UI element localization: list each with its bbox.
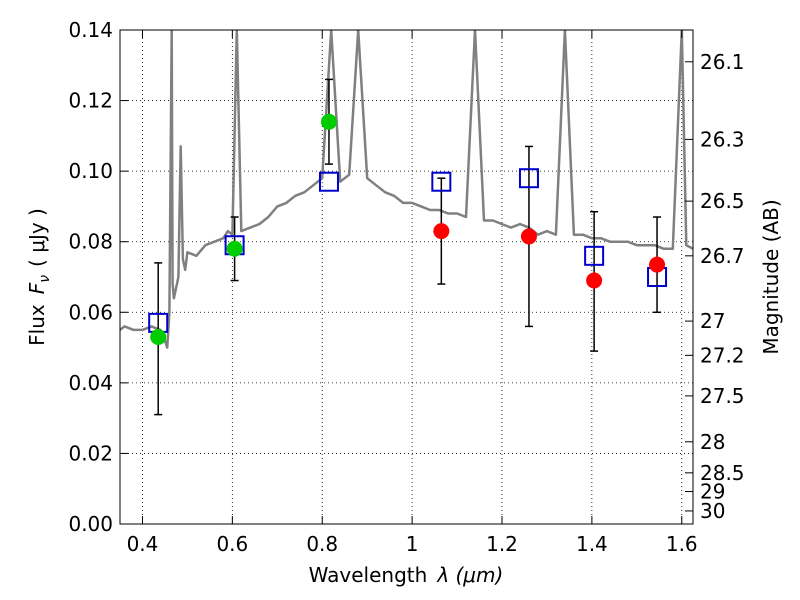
y2-tick-label: 28.5 [700, 461, 745, 485]
x-tick-label: 1.6 [666, 532, 698, 556]
y2-tick-label: 29 [700, 480, 725, 504]
observed-point-marker [226, 240, 243, 257]
observed-point-marker [150, 328, 167, 345]
plot-area [120, 30, 693, 416]
x-axis: 0.4 0.6 0.8 1 1.2 1.4 1.6 [127, 30, 698, 556]
model-square-marker [518, 168, 539, 189]
y2-tick-label: 27.2 [700, 343, 745, 367]
model-square-marker [584, 245, 605, 266]
x-axis-label-math: λ (μm) [436, 563, 503, 587]
y2-tick-label: 26.1 [700, 50, 745, 74]
y2-tick-label: 26.3 [700, 127, 745, 151]
model-square-marker [431, 171, 452, 192]
x-tick-label: 0.8 [306, 532, 338, 556]
x-tick-label: 1.4 [576, 532, 608, 556]
y-axis-label: Flux Fν ( μJy ) [25, 208, 53, 346]
y2-tick-label: 28 [700, 430, 725, 454]
y-tick-label: 0.10 [68, 159, 113, 183]
y-tick-label: 0.02 [68, 441, 113, 465]
y-tick-label: 0.08 [68, 230, 113, 254]
y2-tick-label: 30 [700, 499, 725, 523]
y-axis: 0.00 0.02 0.04 0.06 0.08 0.10 0.12 0.14 [68, 18, 128, 536]
marker-layer [148, 113, 668, 345]
x-tick-label: 0.4 [127, 532, 159, 556]
y-axis-label-math: F [25, 282, 49, 294]
y-axis-label-sub: ν [37, 275, 53, 283]
y2-tick-label: 27.5 [700, 384, 745, 408]
y2-tick-label: 26.7 [700, 244, 745, 268]
x-tick-label: 1.2 [486, 532, 518, 556]
x-tick-label: 1 [406, 532, 419, 556]
x-tick-label: 0.6 [216, 532, 248, 556]
y-tick-label: 0.14 [68, 18, 113, 42]
y-tick-label: 0.12 [68, 89, 113, 113]
y-axis-label-text: Flux [25, 304, 49, 346]
y2-axis-label: Magnitude (AB) [759, 199, 783, 354]
model-square-marker [318, 171, 339, 192]
x-axis-label-text: Wavelength [309, 563, 428, 587]
plot-frame [119, 29, 694, 525]
y2-tick-label: 27 [700, 309, 725, 333]
observed-point-marker [586, 272, 603, 289]
observed-point-marker [320, 113, 337, 130]
observed-point-marker [433, 223, 450, 240]
spectrum-line [120, 30, 693, 349]
y-tick-label: 0.06 [68, 300, 113, 324]
y-tick-label: 0.00 [68, 512, 113, 536]
x-axis-label: Wavelength λ (μm) [309, 563, 504, 587]
observed-point-marker [520, 228, 537, 245]
y-tick-label: 0.04 [68, 371, 113, 395]
spectrum-layer [120, 30, 693, 349]
observed-point-marker [649, 256, 666, 273]
y-axis-label-unit: ( μJy ) [25, 208, 49, 267]
y2-tick-label: 26.5 [700, 189, 745, 213]
